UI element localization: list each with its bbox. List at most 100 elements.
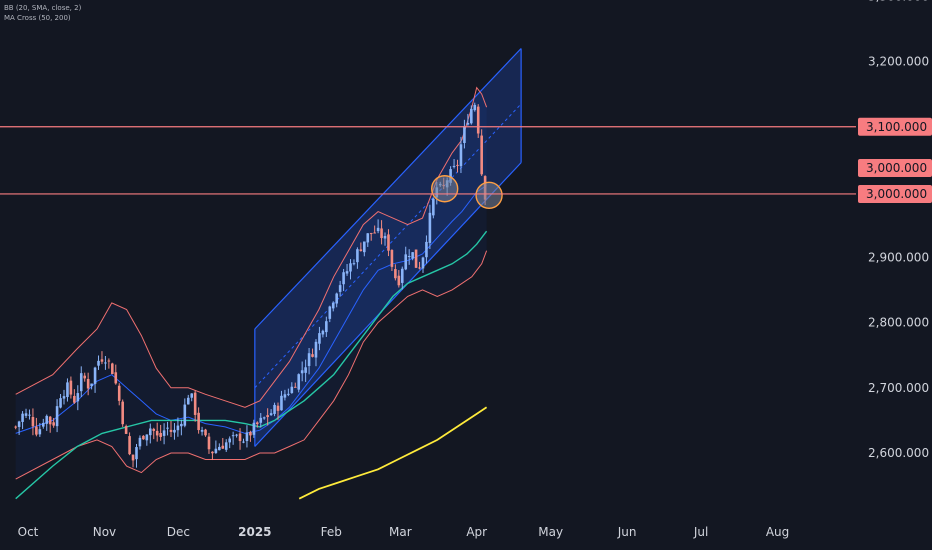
candle-body: [114, 372, 118, 384]
candle-body: [414, 249, 418, 268]
candle-body: [449, 169, 452, 183]
candle-body: [366, 233, 370, 243]
candle-body: [456, 164, 459, 166]
ma-cross-legend[interactable]: MA Cross (50, 200): [4, 14, 71, 22]
y-tick-label: 3,300.000: [868, 0, 929, 3]
candle-body: [338, 285, 342, 292]
candle-body: [28, 414, 31, 416]
y-tick-label: 2,800.000: [868, 316, 929, 330]
candle-body: [287, 393, 290, 395]
channel-lower-line: [254, 162, 522, 447]
candle-body: [235, 434, 238, 436]
highlight-circle-1: [430, 175, 459, 203]
candle-body: [390, 250, 394, 267]
candle-body: [166, 427, 169, 429]
candle-body: [463, 126, 466, 144]
y-tick-label: 2,900.000: [868, 250, 929, 264]
candle-body: [307, 353, 311, 366]
candle-body: [90, 383, 93, 387]
candle-body: [117, 385, 121, 401]
x-tick-label: Dec: [167, 525, 190, 539]
candle-body: [35, 426, 38, 435]
candle-body: [31, 417, 35, 427]
candle-body: [38, 429, 42, 435]
candle-body: [411, 252, 414, 259]
candle-body: [425, 241, 428, 258]
candle-body: [83, 375, 87, 379]
sma-200-line: [298, 406, 488, 500]
candle-body: [155, 430, 159, 436]
candle-body: [173, 429, 176, 433]
candle-body: [162, 430, 166, 436]
candle-body: [352, 263, 356, 265]
candle-body: [104, 362, 107, 364]
candle-body: [131, 454, 135, 461]
candle-body: [197, 412, 200, 431]
candle-body: [135, 447, 138, 460]
candle-body: [128, 436, 131, 455]
candle-body: [17, 421, 21, 427]
candle-body: [383, 235, 387, 239]
candle-body: [93, 367, 97, 384]
candle-body: [45, 415, 49, 424]
candle-body: [218, 446, 221, 451]
x-tick-label: Jul: [693, 525, 708, 539]
indicator-legend: BB (20, SMA, close, 2) MA Cross (50, 200…: [4, 3, 81, 23]
candle-body: [349, 263, 352, 272]
bollinger-legend[interactable]: BB (20, SMA, close, 2): [4, 4, 82, 12]
x-tick-label: May: [538, 525, 563, 539]
candle-body: [470, 108, 473, 124]
candle-body: [200, 429, 204, 432]
candle-body: [55, 406, 59, 427]
candle-body: [207, 436, 211, 450]
price-tag-label: 3,000.000: [866, 161, 927, 175]
candle-body: [404, 254, 408, 270]
price-tag: [858, 117, 932, 136]
candle-body: [314, 341, 318, 358]
candle-body: [242, 441, 245, 443]
candle-body: [148, 428, 152, 436]
candle-body: [269, 413, 273, 416]
candle-body: [283, 394, 287, 398]
candle-body: [48, 416, 52, 425]
candle-body: [473, 104, 477, 111]
x-tick-label: Jun: [617, 525, 637, 539]
candle-body: [69, 380, 73, 395]
candle-body: [100, 359, 104, 362]
sma-50-line: [15, 230, 488, 500]
candle-body: [262, 417, 266, 419]
candle-body: [138, 437, 142, 447]
candle-body: [142, 435, 145, 440]
candle-body: [97, 360, 100, 366]
candle-body: [24, 413, 28, 416]
y-tick-label: 2,600.000: [868, 446, 929, 460]
candle-body: [466, 122, 470, 125]
x-tick-label: 2025: [238, 525, 271, 539]
price-tag: [858, 159, 932, 177]
candle-body: [221, 445, 225, 449]
candle-body: [211, 451, 214, 454]
x-tick-label: Aug: [766, 525, 789, 539]
candle-body: [224, 442, 228, 450]
candle-body: [231, 435, 235, 437]
candle-body: [107, 360, 111, 362]
candle-body: [121, 401, 124, 425]
candle-body: [311, 354, 314, 357]
candle-body: [342, 272, 345, 285]
candle-body: [394, 269, 397, 279]
candle-body: [176, 425, 180, 431]
candle-body: [407, 256, 411, 258]
candle-body: [259, 417, 263, 423]
candle-body: [145, 434, 149, 441]
candle-body: [228, 438, 231, 443]
candle-body: [297, 374, 301, 390]
candle-body: [186, 397, 190, 405]
channel-upper-line: [254, 48, 522, 330]
bollinger-lower: [15, 250, 488, 480]
candle-body: [193, 392, 197, 415]
candle-body: [418, 267, 421, 269]
candle-body: [86, 378, 90, 389]
highlight-circle-2: [475, 181, 503, 209]
candle-body: [459, 144, 463, 167]
